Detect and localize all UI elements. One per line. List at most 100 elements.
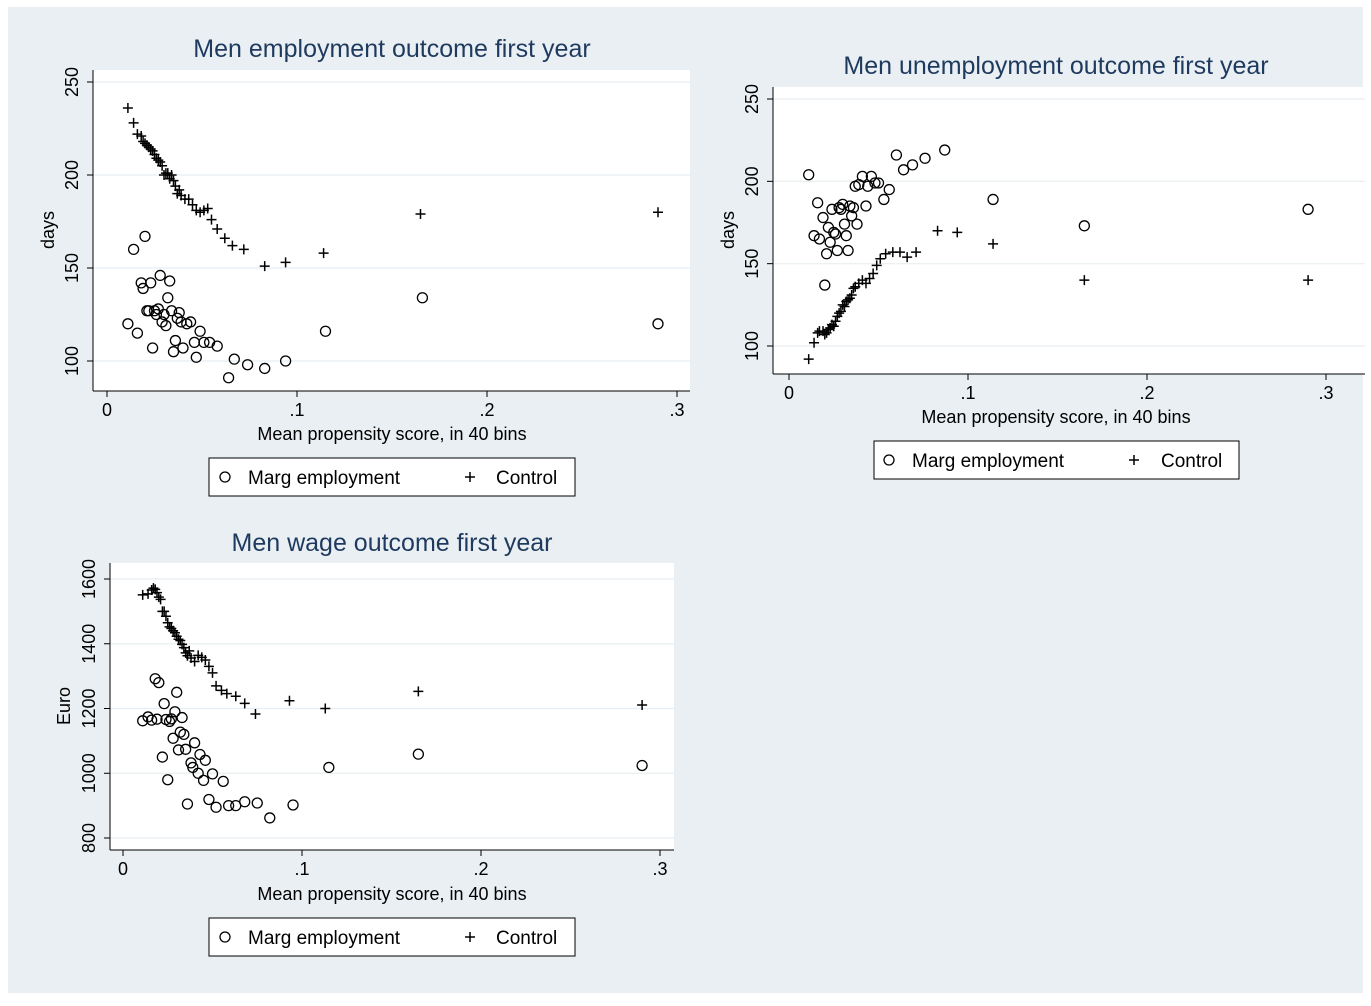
data-point-control (259, 261, 270, 272)
data-point-marg-employment (176, 711, 188, 724)
data-point-marg-employment (869, 177, 881, 189)
data-point-marg-employment (172, 744, 185, 756)
legend: Marg employment Control (208, 917, 576, 957)
data-point-control (216, 685, 227, 696)
legend: Marg employment Control (208, 457, 576, 497)
data-point-control (189, 656, 200, 667)
data-point-control (152, 587, 163, 598)
data-point-control (159, 606, 170, 617)
data-point-control (812, 327, 823, 338)
y-tick-label: 150 (742, 249, 762, 279)
data-point-marg-employment (652, 318, 664, 330)
data-point-marg-employment (190, 351, 202, 363)
data-point-control (157, 160, 168, 171)
data-point-marg-employment (210, 801, 222, 813)
panel-title: Men wage outcome first year (232, 529, 553, 557)
data-point-marg-employment (131, 327, 144, 339)
legend-label: Control (496, 928, 557, 949)
data-point-marg-employment (872, 177, 885, 189)
data-point-control (902, 252, 913, 263)
legend-marker-circle (883, 454, 895, 466)
data-point-marg-employment (163, 715, 176, 728)
x-tick-label: .2 (1139, 383, 1154, 403)
data-point-control (848, 283, 859, 294)
data-point-marg-employment (137, 282, 149, 295)
data-point-control (200, 654, 211, 665)
data-point-marg-employment (178, 728, 190, 741)
data-point-control (153, 592, 164, 603)
data-point-control (128, 117, 139, 128)
data-point-marg-employment (156, 751, 169, 763)
data-point-marg-employment (846, 210, 858, 222)
data-point-control (183, 194, 194, 205)
data-point-control (988, 238, 999, 249)
data-point-marg-employment (228, 353, 240, 365)
data-point-control (280, 257, 291, 268)
data-point-control (221, 688, 232, 699)
data-point-marg-employment (862, 180, 874, 192)
data-point-marg-employment (811, 197, 824, 209)
data-point-marg-employment (840, 230, 852, 242)
data-point-marg-employment (145, 714, 158, 726)
data-point-marg-employment (919, 152, 931, 164)
legend-box (873, 440, 1240, 480)
y-tick-label: 100 (742, 331, 762, 361)
x-tick-label: 0 (102, 400, 112, 420)
data-point-control (834, 308, 845, 319)
data-point-control (160, 611, 171, 622)
y-tick-label: 150 (62, 253, 82, 283)
data-point-marg-employment (139, 230, 151, 243)
data-point-marg-employment (287, 799, 299, 811)
data-point-marg-employment (211, 340, 223, 352)
data-point-marg-employment (165, 713, 177, 725)
y-tick-label: 800 (79, 823, 99, 853)
data-point-marg-employment (165, 305, 178, 317)
x-axis-label: Mean propensity score, in 40 bins (257, 884, 526, 904)
data-point-marg-employment (264, 812, 276, 824)
data-point-control (284, 695, 295, 706)
data-point-marg-employment (851, 218, 863, 230)
data-point-control (166, 170, 177, 180)
y-tick-label: 200 (742, 166, 762, 196)
data-point-control (318, 248, 329, 259)
data-point-marg-employment (897, 164, 910, 176)
data-point-control (875, 253, 886, 264)
y-tick-label: 1200 (79, 688, 99, 728)
data-point-control (137, 589, 148, 600)
data-point-marg-employment (883, 183, 895, 196)
data-point-marg-employment (149, 673, 161, 685)
data-point-control (871, 260, 882, 271)
data-point-control (239, 698, 250, 709)
plot-area (773, 87, 1365, 374)
legend-marker-plus (465, 472, 475, 482)
data-point-marg-employment (831, 244, 843, 257)
data-point-marg-employment (828, 226, 840, 239)
data-point-control (212, 223, 223, 234)
data-point-control (637, 699, 648, 710)
data-point-marg-employment (416, 292, 429, 304)
data-point-marg-employment (319, 325, 332, 337)
x-tick-label: 0 (784, 383, 794, 403)
data-point-control (162, 617, 173, 628)
legend-marker-circle (219, 471, 231, 483)
y-tick-label: 1000 (79, 753, 99, 793)
data-point-marg-employment (158, 697, 170, 710)
data-point-marg-employment (279, 355, 292, 367)
data-point-control (145, 143, 156, 154)
y-tick-label: 1400 (79, 624, 99, 664)
legend-marker-plus (465, 932, 475, 942)
legend: Marg employment Control (873, 440, 1240, 480)
data-point-marg-employment (217, 775, 229, 787)
data-point-control (238, 244, 249, 255)
data-point-marg-employment (987, 193, 999, 206)
data-point-control (828, 321, 839, 332)
data-point-marg-employment (171, 686, 183, 698)
data-point-marg-employment (198, 336, 210, 349)
data-point-marg-employment (167, 346, 180, 358)
data-point-marg-employment (162, 774, 174, 786)
y-axis-label: days (718, 211, 738, 249)
data-point-control (174, 184, 185, 195)
data-point-control (122, 103, 133, 114)
data-point-control (803, 354, 814, 365)
